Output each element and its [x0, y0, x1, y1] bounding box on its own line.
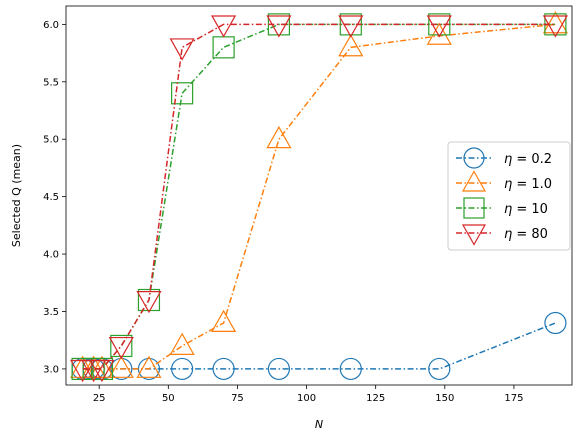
legend-marker [461, 170, 487, 192]
data-point [171, 82, 194, 105]
x-tick-label: 175 [504, 393, 523, 404]
data-point [267, 357, 291, 381]
legend: η = 0.2 η = 1.0 η = 10 η = 80 [447, 141, 571, 251]
y-tick-label: 5.5 [43, 77, 59, 88]
x-tick-label: 100 [297, 393, 316, 404]
y-axis-ticks: 3.0 3.5 4.0 4.5 5.0 5.5 6.0 [43, 20, 66, 375]
data-point [211, 309, 237, 332]
data-point [211, 15, 237, 38]
legend-marker [463, 147, 485, 169]
data-point [338, 34, 364, 57]
x-tick-label: 125 [366, 393, 385, 404]
data-point [108, 336, 134, 360]
y-tick-label: 3.5 [43, 307, 59, 318]
legend-item: η = 0.2 [456, 147, 552, 169]
series-line [82, 322, 556, 370]
x-tick-label: 75 [231, 393, 244, 404]
legend-label: η = 80 [504, 227, 548, 242]
x-tick-label: 25 [93, 393, 106, 404]
data-point [339, 357, 362, 381]
data-point [136, 291, 162, 314]
x-tick-label: 50 [162, 393, 175, 404]
data-point [266, 15, 292, 38]
data-point [137, 288, 161, 312]
y-axis-label: Selected Q (mean) [10, 144, 23, 247]
legend-box [447, 141, 571, 251]
x-axis-ticks: 25 50 75 100 125 150 175 [93, 385, 523, 404]
legend-marker [463, 197, 485, 219]
data-point [338, 15, 364, 38]
y-tick-label: 6.0 [43, 20, 59, 31]
data-point [169, 332, 195, 355]
y-tick-label: 4.0 [43, 250, 59, 261]
data-point [542, 15, 568, 38]
data-point [212, 357, 235, 381]
x-tick-label: 150 [435, 393, 454, 404]
data-point [426, 22, 452, 45]
legend-item: η = 10 [456, 197, 548, 219]
series-3 [70, 15, 568, 383]
data-point [89, 355, 115, 378]
x-axis-label: N [315, 418, 323, 431]
data-point [169, 38, 195, 61]
y-tick-label: 3.0 [43, 364, 59, 375]
data-point [542, 11, 568, 34]
data-point [428, 13, 451, 36]
data-point [136, 355, 162, 378]
series-line [82, 23, 556, 370]
data-point [426, 15, 452, 38]
data-point [108, 355, 134, 378]
y-tick-label: 4.5 [43, 192, 59, 203]
legend-item: η = 1.0 [456, 170, 552, 192]
y-tick-label: 5.0 [43, 135, 59, 146]
legend-label: η = 10 [504, 202, 548, 217]
legend-label: η = 0.2 [504, 152, 552, 167]
legend-item: η = 80 [456, 224, 548, 246]
data-point [110, 334, 133, 358]
data-point [266, 125, 292, 149]
legend-label: η = 1.0 [504, 177, 552, 192]
data-point [544, 311, 567, 335]
legend-marker [461, 224, 487, 246]
plot-area [70, 11, 568, 383]
plot-frame [65, 5, 573, 386]
data-point [89, 359, 115, 383]
data-point [171, 357, 194, 381]
data-point [428, 357, 451, 381]
